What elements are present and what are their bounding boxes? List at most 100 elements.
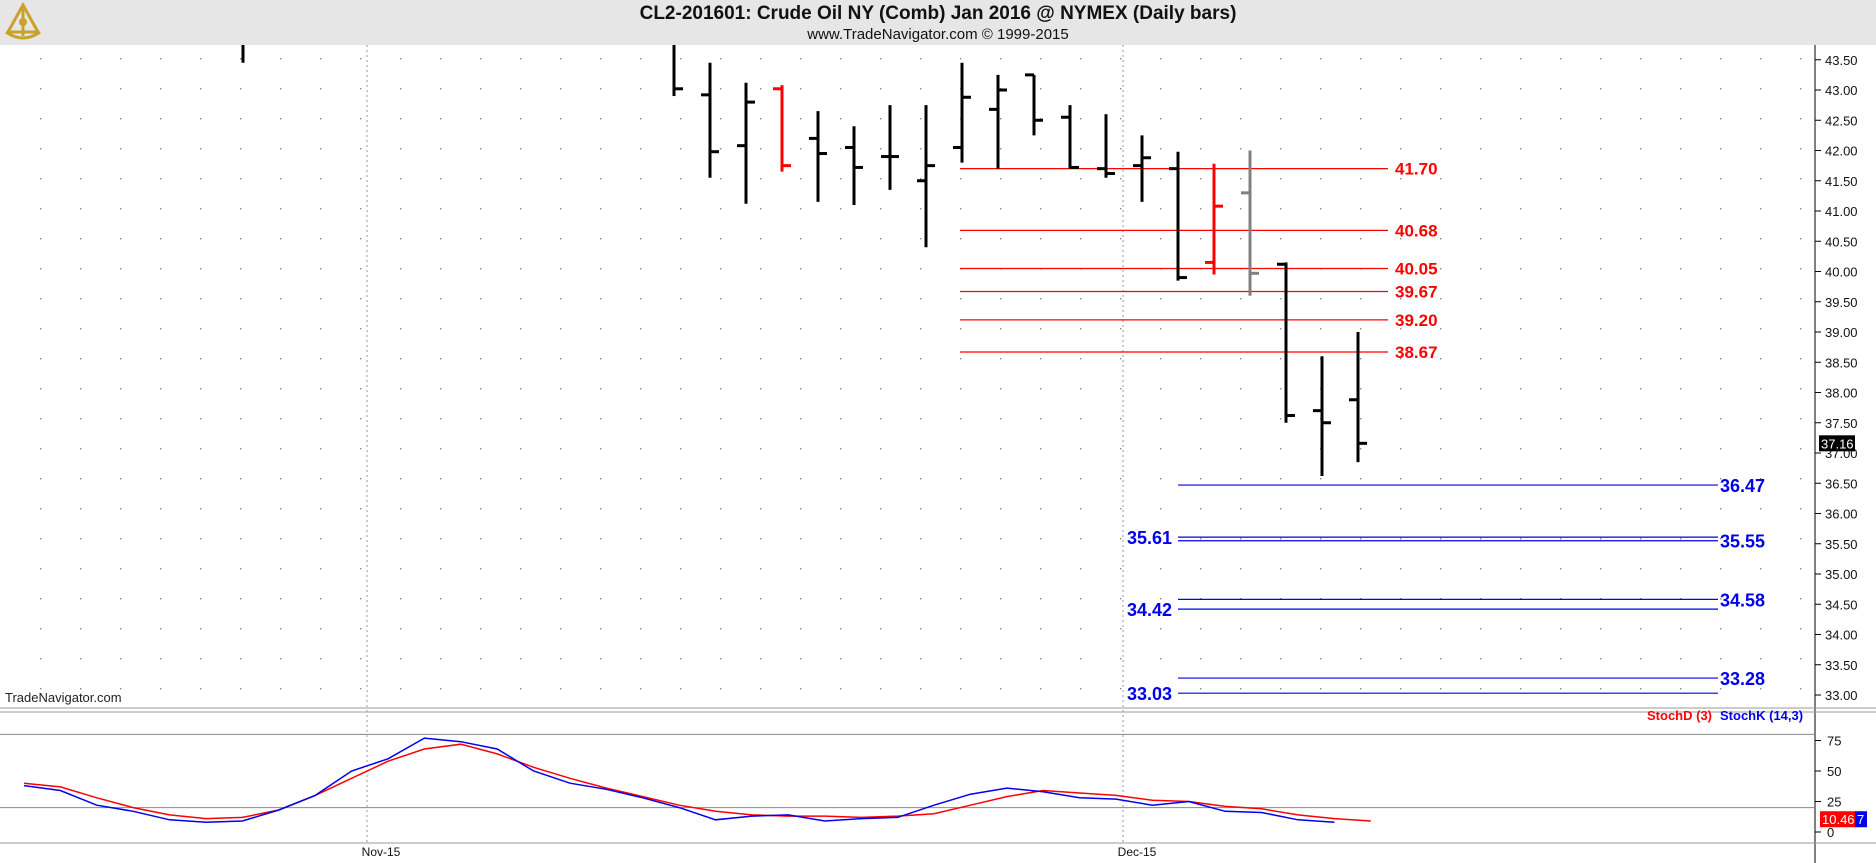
- y-tick-label: 40.50: [1825, 234, 1858, 249]
- grid-dot: [1520, 568, 1522, 570]
- grid-dot: [1400, 568, 1402, 570]
- grid-dot: [760, 598, 762, 600]
- grid-dot: [800, 568, 802, 570]
- grid-dot: [1520, 88, 1522, 90]
- grid-dot: [1280, 208, 1282, 210]
- grid-dot: [200, 508, 202, 510]
- grid-dot: [40, 118, 42, 120]
- grid-dot: [680, 448, 682, 450]
- grid-dot: [960, 448, 962, 450]
- grid-dot: [440, 178, 442, 180]
- grid-dot: [280, 508, 282, 510]
- grid-dot: [1320, 538, 1322, 540]
- grid-dot: [1400, 418, 1402, 420]
- grid-dot: [1040, 448, 1042, 450]
- grid-dot: [1240, 298, 1242, 300]
- grid-dot: [120, 238, 122, 240]
- current-price-box: [1819, 435, 1855, 452]
- x-tick-label: Dec-15: [1118, 845, 1157, 859]
- grid-dot: [680, 478, 682, 480]
- grid-dot: [1440, 268, 1442, 270]
- grid-dot: [1640, 358, 1642, 360]
- grid-dot: [1160, 388, 1162, 390]
- grid-dot: [1400, 238, 1402, 240]
- grid-dot: [400, 598, 402, 600]
- grid-dot: [1800, 208, 1802, 210]
- grid-dot: [1120, 118, 1122, 120]
- grid-dot: [1000, 598, 1002, 600]
- grid-dot: [200, 148, 202, 150]
- grid-dot: [1440, 418, 1442, 420]
- stoch-y-tick-label: 50: [1827, 764, 1841, 779]
- grid-dot: [840, 118, 842, 120]
- grid-dot: [480, 178, 482, 180]
- grid-dot: [160, 508, 162, 510]
- grid-dot: [800, 178, 802, 180]
- grid-dot: [560, 88, 562, 90]
- grid-dot: [1240, 418, 1242, 420]
- grid-dot: [440, 568, 442, 570]
- grid-dot: [240, 568, 242, 570]
- grid-dot: [1560, 598, 1562, 600]
- grid-dot: [1440, 148, 1442, 150]
- grid-dot: [120, 598, 122, 600]
- grid-dot: [600, 58, 602, 60]
- grid-dot: [1120, 628, 1122, 630]
- grid-dot: [1760, 448, 1762, 450]
- grid-dot: [1800, 418, 1802, 420]
- grid-dot: [600, 508, 602, 510]
- grid-dot: [1040, 568, 1042, 570]
- grid-dot: [640, 358, 642, 360]
- grid-dot: [1480, 148, 1482, 150]
- grid-dot: [640, 118, 642, 120]
- grid-dot: [1560, 568, 1562, 570]
- grid-dot: [920, 88, 922, 90]
- grid-dot: [1520, 118, 1522, 120]
- grid-dot: [200, 298, 202, 300]
- grid-dot: [200, 88, 202, 90]
- grid-dot: [1640, 598, 1642, 600]
- grid-dot: [1480, 358, 1482, 360]
- grid-dot: [1200, 508, 1202, 510]
- grid-dot: [720, 598, 722, 600]
- grid-dot: [1280, 448, 1282, 450]
- grid-dot: [880, 508, 882, 510]
- grid-dot: [1080, 688, 1082, 690]
- grid-dot: [360, 58, 362, 60]
- grid-dot: [1120, 448, 1122, 450]
- grid-dot: [1760, 598, 1762, 600]
- grid-dot: [920, 358, 922, 360]
- grid-dot: [1680, 238, 1682, 240]
- grid-dot: [1240, 628, 1242, 630]
- grid-dot: [1400, 148, 1402, 150]
- grid-dot: [360, 658, 362, 660]
- grid-dot: [1280, 88, 1282, 90]
- grid-dot: [1080, 628, 1082, 630]
- grid-dot: [1240, 568, 1242, 570]
- grid-dot: [360, 238, 362, 240]
- grid-dot: [920, 238, 922, 240]
- grid-dot: [360, 298, 362, 300]
- grid-dot: [640, 448, 642, 450]
- grid-dot: [920, 58, 922, 60]
- grid-dot: [680, 598, 682, 600]
- grid-dot: [720, 688, 722, 690]
- grid-dot: [280, 208, 282, 210]
- grid-dot: [640, 58, 642, 60]
- grid-dot: [400, 88, 402, 90]
- grid-dot: [1120, 328, 1122, 330]
- trade-navigator-sextant-icon[interactable]: [3, 2, 43, 42]
- grid-dot: [1800, 58, 1802, 60]
- grid-dot: [1760, 538, 1762, 540]
- grid-dot: [280, 478, 282, 480]
- grid-dot: [640, 478, 642, 480]
- grid-dot: [1760, 328, 1762, 330]
- grid-dot: [680, 358, 682, 360]
- grid-dot: [1560, 58, 1562, 60]
- grid-dot: [1400, 358, 1402, 360]
- grid-dot: [400, 388, 402, 390]
- grid-dot: [160, 358, 162, 360]
- grid-dot: [320, 268, 322, 270]
- grid-dot: [600, 298, 602, 300]
